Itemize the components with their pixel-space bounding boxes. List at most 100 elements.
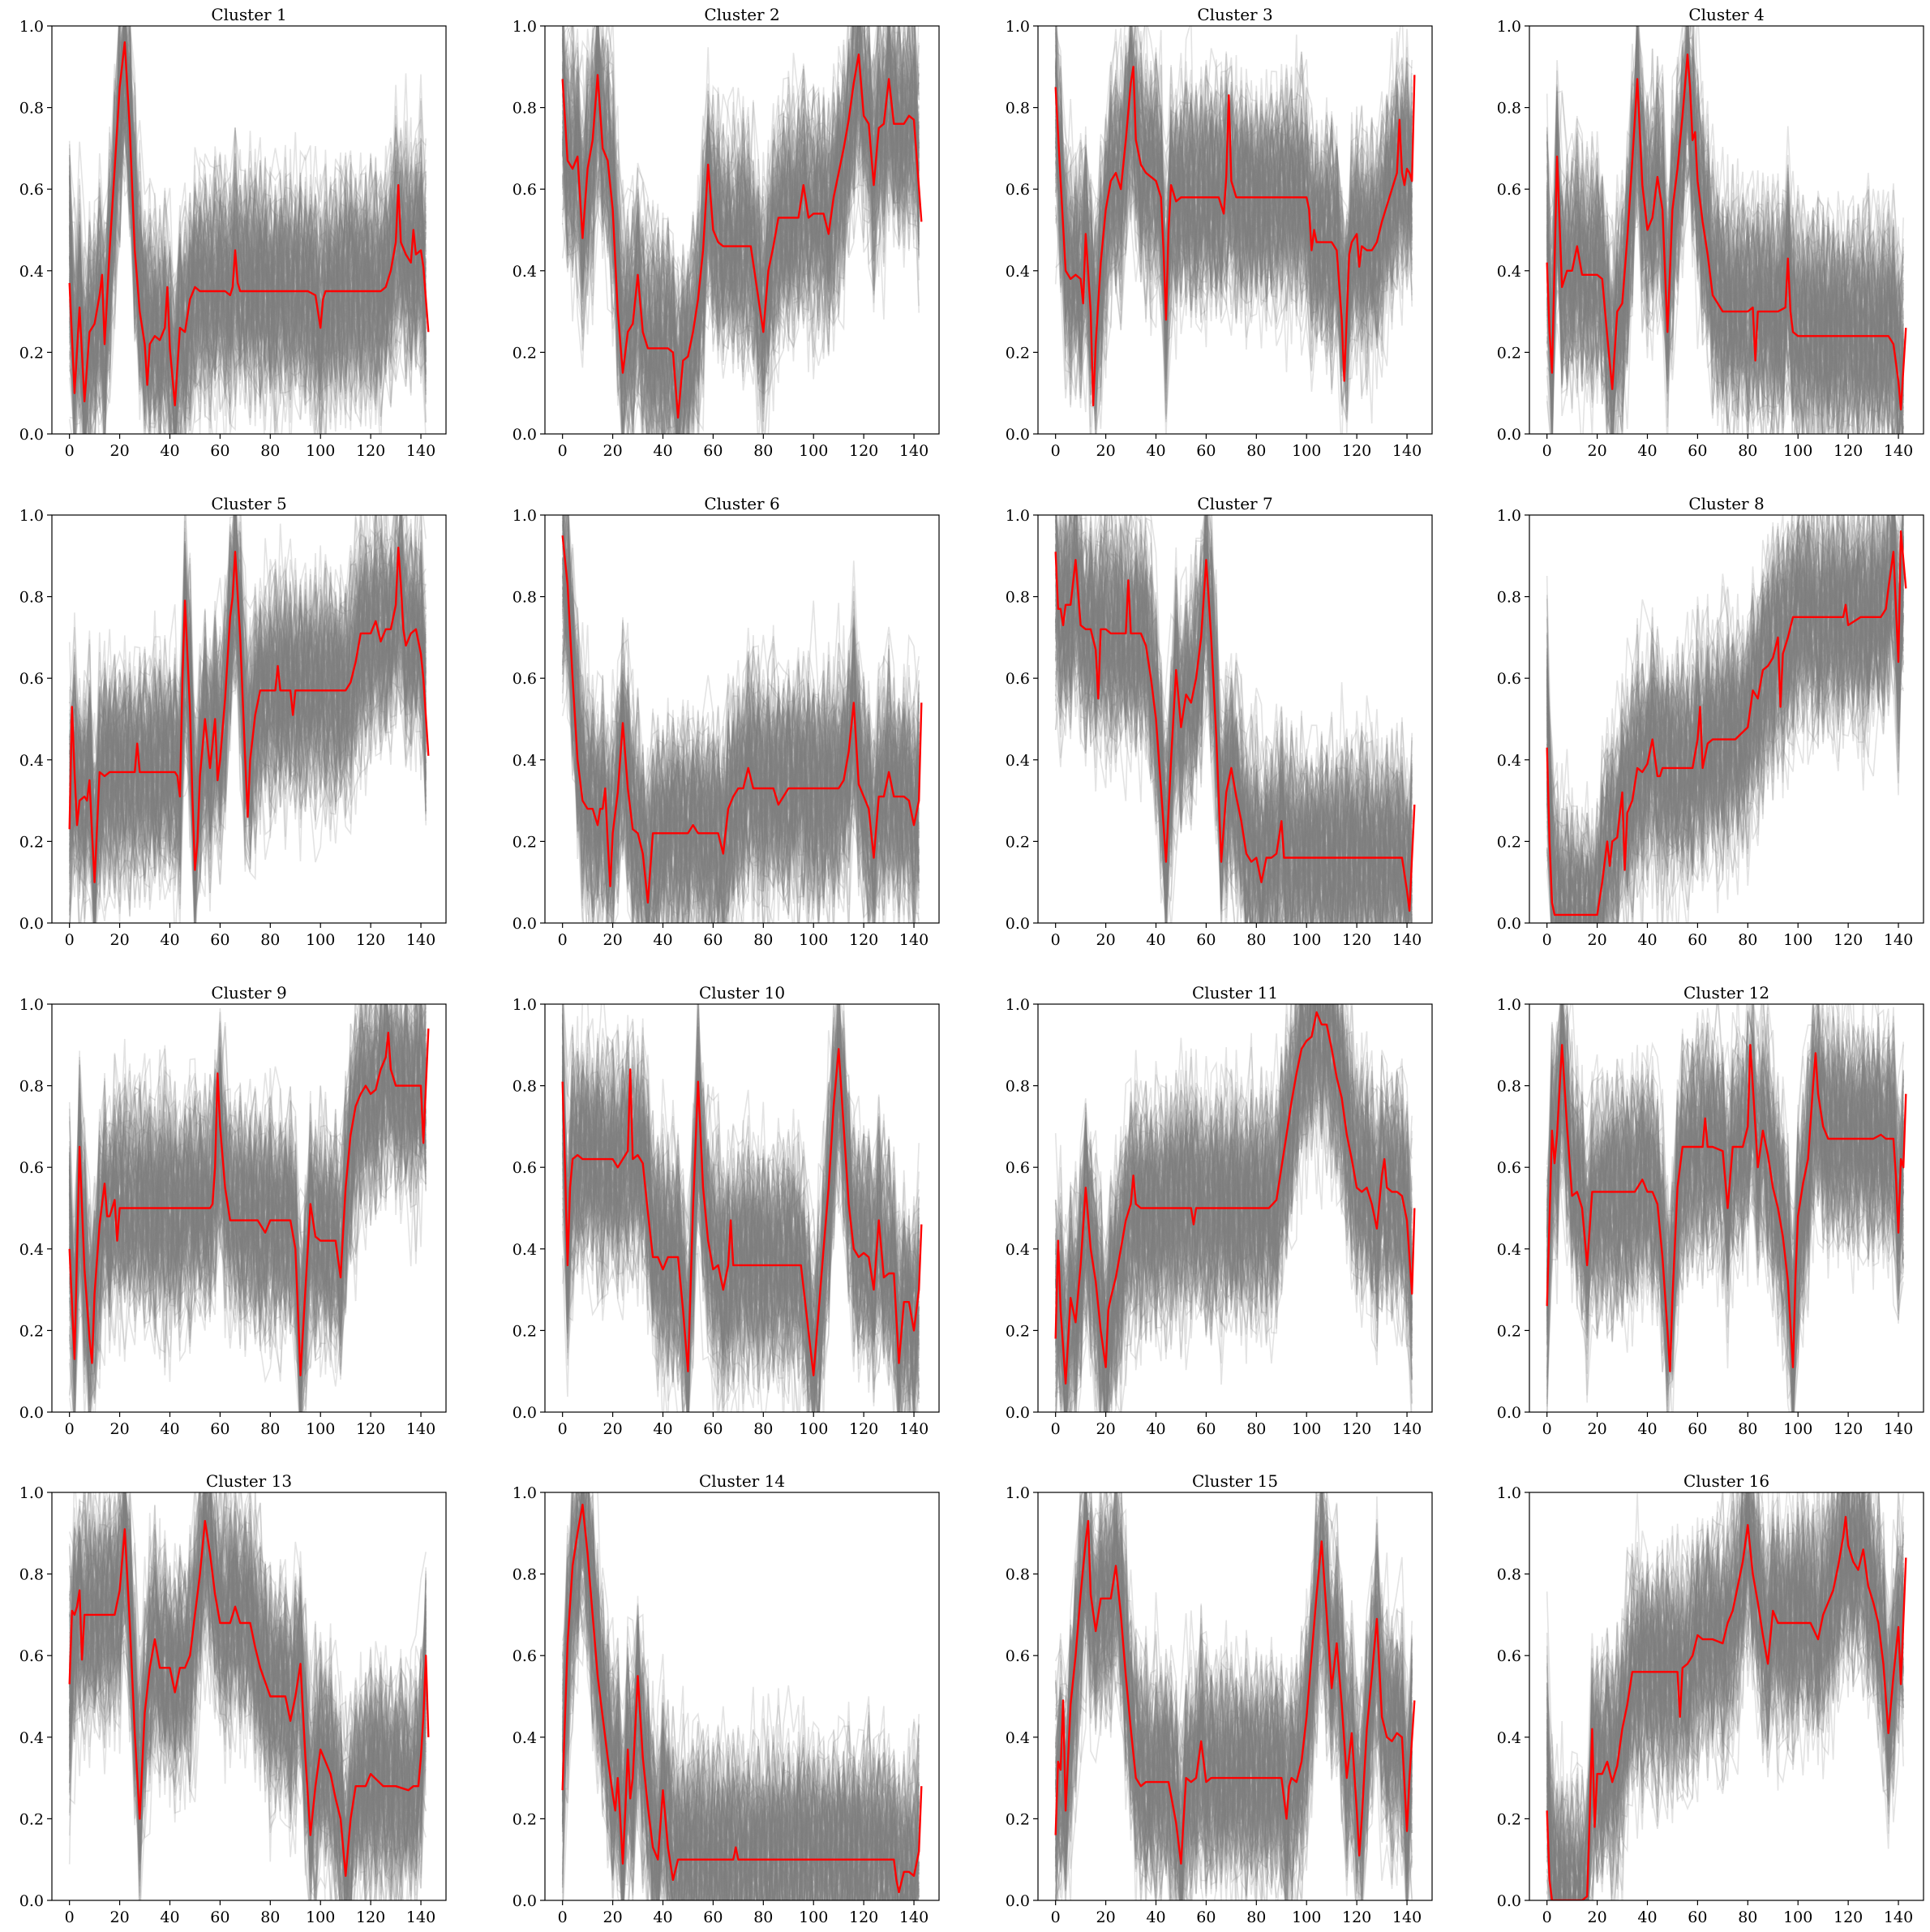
- member-series: [68, 26, 427, 434]
- member-series: [1055, 1536, 1413, 1900]
- member-series: [1546, 522, 1904, 923]
- member-series: [68, 526, 427, 869]
- x-tick-label: 140: [1884, 442, 1913, 460]
- member-series: [561, 1004, 920, 1412]
- member-series: [1054, 1004, 1413, 1412]
- member-series: [1546, 93, 1904, 431]
- member-series: [1054, 38, 1413, 361]
- member-series: [561, 1055, 920, 1393]
- member-series: [68, 53, 427, 434]
- member-series: [562, 515, 920, 923]
- x-tick-label: 40: [653, 1420, 672, 1438]
- member-series: [68, 1004, 427, 1362]
- subplot-title: Cluster 8: [1688, 494, 1764, 513]
- member-series: [561, 26, 920, 434]
- member-series: [1054, 1004, 1413, 1398]
- member-series: [1546, 58, 1904, 424]
- member-series: [562, 39, 920, 425]
- member-series: [68, 1004, 427, 1412]
- member-series: [1054, 1523, 1413, 1900]
- subplot-title: Cluster 7: [1197, 494, 1272, 513]
- member-series: [1546, 65, 1904, 434]
- member-series: [1054, 530, 1413, 923]
- y-tick-label: 0.4: [19, 1729, 44, 1747]
- member-series: [1054, 1004, 1413, 1412]
- y-tick-label: 0.8: [1497, 1078, 1521, 1096]
- member-series: [561, 1492, 920, 1900]
- member-series: [561, 1045, 920, 1397]
- member-series: [561, 581, 920, 923]
- member-series: [1546, 1492, 1904, 1900]
- member-series: [1054, 1004, 1413, 1403]
- member-series: [1546, 517, 1904, 923]
- member-series: [1546, 1496, 1904, 1900]
- member-series: [561, 1004, 920, 1393]
- member-series: [1054, 1492, 1413, 1879]
- member-series: [1054, 1004, 1413, 1412]
- member-series: [1546, 515, 1904, 923]
- member-series: [561, 1084, 920, 1412]
- member-series: [68, 1492, 427, 1900]
- member-series: [561, 1492, 920, 1900]
- member-series: [68, 1004, 427, 1412]
- member-series: [1054, 1492, 1413, 1900]
- member-series: [1054, 540, 1407, 923]
- member-series: [1054, 1004, 1413, 1402]
- centroid-line: [1054, 1520, 1416, 1865]
- subplot-title: Cluster 16: [1683, 1471, 1769, 1491]
- member-series: [561, 1051, 920, 1389]
- member-series: [69, 515, 427, 883]
- member-series: [1546, 555, 1904, 923]
- member-series: [68, 515, 427, 923]
- member-series: [68, 1004, 427, 1329]
- member-series: [1054, 48, 1413, 342]
- member-series: [1054, 534, 1413, 923]
- member-series: [562, 26, 920, 424]
- x-tick-label: 140: [406, 1908, 435, 1926]
- member-series: [1546, 515, 1904, 923]
- member-series: [68, 1010, 427, 1400]
- member-series: [1054, 529, 1413, 923]
- member-series: [1546, 58, 1904, 434]
- member-series: [1546, 1492, 1904, 1900]
- member-series: [561, 1492, 920, 1900]
- member-series: [68, 1012, 427, 1389]
- member-series: [68, 26, 427, 434]
- x-tick-label: 80: [260, 1420, 280, 1438]
- member-series: [1054, 1509, 1413, 1900]
- member-series: [561, 1041, 920, 1375]
- member-series: [1546, 521, 1904, 923]
- member-series: [1054, 556, 1413, 923]
- member-series: [1055, 515, 1413, 923]
- member-series: [561, 40, 920, 434]
- member-series: [1054, 1004, 1413, 1412]
- member-series: [68, 546, 427, 923]
- member-series: [68, 40, 427, 434]
- member-series: [1546, 1008, 1904, 1333]
- member-series: [1546, 1492, 1904, 1900]
- member-series: [1546, 1492, 1904, 1900]
- member-series: [68, 54, 427, 434]
- member-series: [561, 1566, 920, 1900]
- member-series: [562, 515, 920, 912]
- member-series: [1546, 1004, 1904, 1363]
- member-series: [1546, 97, 1904, 434]
- member-series: [1546, 1492, 1904, 1900]
- member-series: [1054, 1004, 1413, 1412]
- x-tick-label: 140: [406, 442, 435, 460]
- member-series: [68, 26, 427, 434]
- member-series: [1054, 26, 1413, 424]
- member-series: [1546, 1004, 1904, 1383]
- member-series: [1054, 1004, 1413, 1398]
- member-series: [68, 515, 427, 916]
- member-series: [561, 1508, 920, 1900]
- member-series: [1546, 79, 1904, 434]
- member-series: [1054, 90, 1413, 350]
- member-series: [562, 1520, 920, 1900]
- member-series: [1054, 1015, 1413, 1381]
- member-series: [68, 1492, 427, 1900]
- y-tick-label: 1.0: [1006, 18, 1030, 36]
- member-series: [1546, 1492, 1904, 1900]
- member-series: [68, 26, 427, 434]
- member-series: [68, 1004, 427, 1411]
